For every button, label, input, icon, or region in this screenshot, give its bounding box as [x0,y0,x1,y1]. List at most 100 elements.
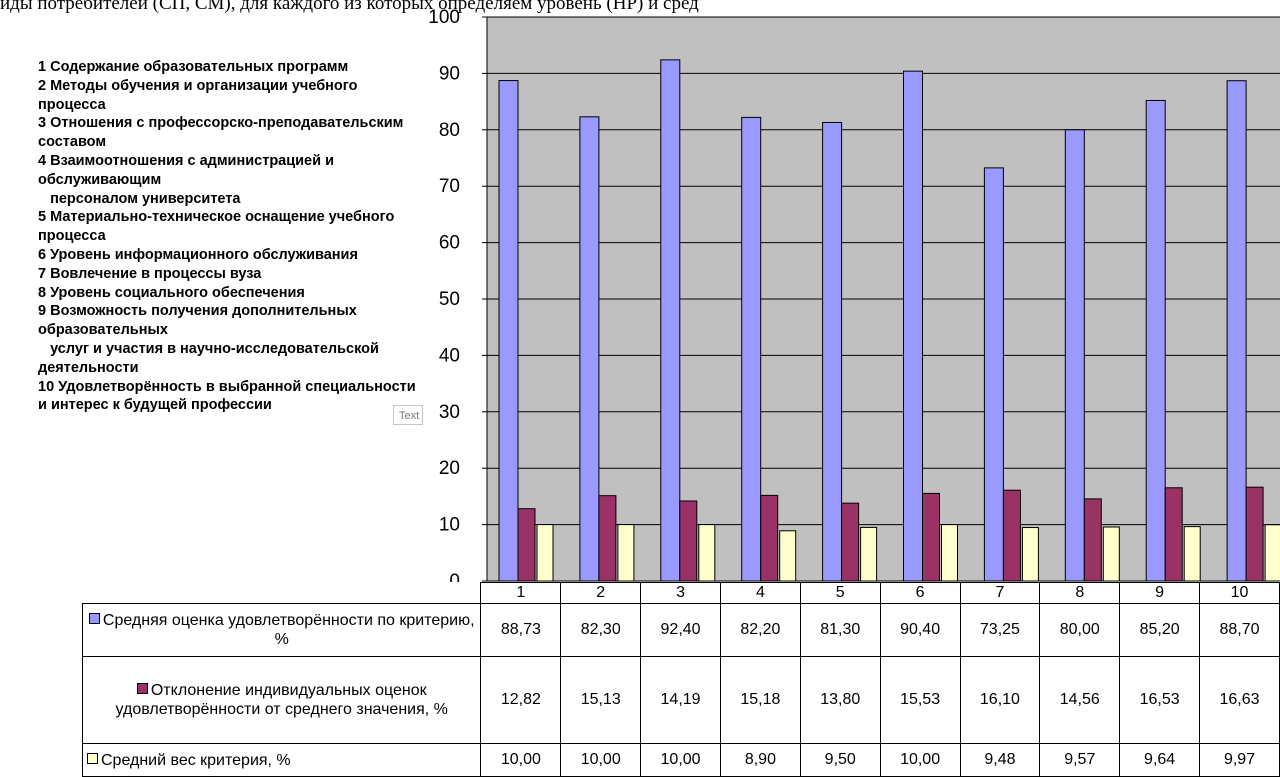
data-label-s3-c4: 8,90 [719,743,801,777]
data-label-s2-c7: 16,10 [959,656,1041,744]
x-tick-label-1: 1 [480,582,562,604]
data-label-s3-c10: 9,97 [1199,743,1280,777]
bar-s3-c6 [941,524,958,582]
bar-s2-c9 [1164,487,1183,582]
bar-s3-c9 [1183,526,1201,582]
bar-s3-c8 [1102,526,1120,582]
y-tick-label-10: 10 [439,515,460,536]
bar-s2-c5 [841,502,860,582]
legend-swatch-2 [136,683,148,694]
table-row: Отклонение индивидуальных оценок удовлет… [81,656,1280,744]
bar-s3-c1 [536,524,554,582]
data-label-s2-c10: 16,63 [1199,656,1280,744]
bar-s1-c8 [1064,129,1085,582]
criterion-3: 3 Отношения с профессорско-преподаватель… [38,115,408,151]
data-label-s2-c6: 15,53 [879,656,961,744]
series-name-1: Средняя оценка удовлетворённости по крит… [102,612,475,648]
bar-s1-c9 [1145,99,1166,582]
bar-s1-c4 [741,116,762,582]
x-tick-label-10: 10 [1199,582,1280,604]
y-tick-label-30: 30 [439,402,460,423]
x-tick-label-8: 8 [1039,582,1121,604]
bar-s1-c5 [822,121,843,582]
table-row: Средняя оценка удовлетворённости по крит… [81,603,1280,657]
legend-entry-series-1: Средняя оценка удовлетворённости по крит… [81,603,482,657]
legend-swatch-1 [88,613,100,624]
series-name-3: Средний вес критерия, % [101,751,291,769]
x-tick-label-5: 5 [799,582,881,604]
criterion-1: 1 Содержание образовательных программ [38,59,349,75]
y-tick-label-40: 40 [439,345,460,366]
bar-s2-c1 [517,508,536,582]
data-label-s1-c4: 82,20 [719,603,801,657]
bar-s1-c3 [660,59,681,582]
data-label-s3-c7: 9,48 [959,743,1041,777]
data-label-s2-c8: 14,56 [1039,656,1121,744]
table-row: Средний вес критерия, % 10,00 10,00 10,00 8,… [81,743,1280,777]
data-label-s3-c8: 9,57 [1039,743,1121,777]
y-tick-label-50: 50 [439,289,460,310]
criterion-2: 2 Методы обучения и организации учебного… [38,77,362,113]
x-tick-label-9: 9 [1119,582,1201,604]
y-tick-label-90: 90 [439,63,460,84]
y-tick-label-100: 100 [428,7,460,28]
y-tick-label-70: 70 [439,176,460,197]
x-tick-label-3: 3 [640,582,721,604]
y-tick-label-20: 20 [439,458,460,479]
data-label-s2-c5: 13,80 [799,656,881,744]
data-label-s1-c2: 82,30 [560,603,642,657]
data-label-s3-c1: 10,00 [480,743,562,777]
bar-s3-c10 [1264,524,1280,582]
bar-s1-c2 [579,116,600,582]
criterion-9: 9 Возможность получения дополнительных о… [38,303,379,376]
y-tick-label-80: 80 [439,120,460,141]
bar-s1-c1 [498,80,519,582]
x-tick-label-4: 4 [719,582,801,604]
criteria-legend: 1 Содержание образовательных программ 2 М… [38,58,418,415]
criterion-8: 8 Уровень социального обеспечения [38,284,305,301]
data-label-s3-c6: 10,00 [879,743,961,777]
bar-s3-c4 [779,530,797,582]
bar-s3-c2 [617,524,635,582]
data-label-s1-c7: 73,25 [959,603,1041,657]
data-label-s1-c3: 92,40 [640,603,721,657]
bar-s2-c10 [1245,486,1264,582]
x-tick-label-6: 6 [879,582,961,604]
criterion-5: 5 Материально-техническое оснащение учеб… [38,209,399,245]
data-label-s3-c5: 9,50 [799,743,881,777]
data-label-s2-c2: 15,13 [560,656,642,744]
x-axis-row: 1 2 3 4 5 6 7 8 9 10 [83,582,1280,604]
bar-s2-c7 [1002,489,1021,582]
x-tick-label-7: 7 [959,582,1041,604]
y-tick-label-0: 0 [449,571,460,582]
text-box-placeholder[interactable]: Text [393,405,423,425]
data-table: 1 2 3 4 5 6 7 8 9 10 Средняя оценка удовлетворённо… [81,582,1280,777]
data-label-s3-c9: 9,64 [1119,743,1201,777]
data-label-s2-c3: 14,19 [640,656,721,744]
bar-s2-c3 [679,500,698,582]
data-label-s2-c1: 12,82 [480,656,562,744]
data-label-s2-c9: 16,53 [1119,656,1201,744]
x-tick-label-2: 2 [560,582,642,604]
series-name-2: Отклонение индивидуальных оценок удовлет… [115,682,448,718]
bar-s2-c4 [760,494,779,582]
criterion-4: 4 Взаимоотношения с администрацией и обс… [38,152,334,207]
bar-s2-c8 [1083,498,1102,582]
data-label-s2-c4: 15,18 [719,656,801,744]
legend-swatch-3 [87,752,98,764]
bar-chart: 0 10 20 30 40 50 60 70 80 90 100 [428,7,1280,582]
bar-s2-c6 [922,492,940,582]
data-label-s1-c1: 88,73 [480,603,562,657]
bar-s1-c7 [983,167,1004,582]
data-label-s1-c9: 85,20 [1119,603,1201,657]
bar-s2-c2 [598,495,617,582]
header-text: иды потребителей (СП, СМ), для каждого и… [0,0,699,14]
criterion-10: 10 Удовлетворённость в выбранной специал… [38,378,420,414]
bar-s3-c5 [860,526,878,582]
bar-s3-c7 [1021,527,1039,582]
legend-entry-series-3: Средний вес критерия, % [81,743,482,777]
data-label-s1-c10: 88,70 [1199,603,1280,657]
legend-entry-series-2: Отклонение индивидуальных оценок удовлет… [81,656,482,744]
data-label-s3-c2: 10,00 [560,743,642,777]
bar-s1-c6 [903,70,923,582]
